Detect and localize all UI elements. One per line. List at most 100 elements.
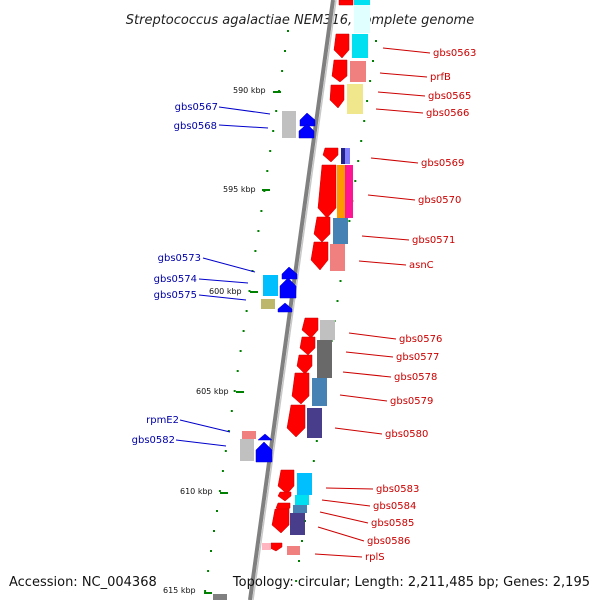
gene-arrow[interactable] (299, 112, 316, 127)
gene-label-gbs0575[interactable]: gbs0575 (154, 290, 197, 301)
scale-label: 610 kbp (180, 487, 213, 496)
gene-label-gbs0578[interactable]: gbs0578 (394, 372, 437, 383)
gene-arrow[interactable] (301, 317, 319, 339)
scale-dot (301, 540, 303, 542)
gene-arrow[interactable] (333, 33, 350, 59)
label-leader (358, 260, 407, 266)
gene-arrow[interactable] (291, 372, 310, 405)
gene-label-gbs0584[interactable]: gbs0584 (373, 501, 416, 512)
gene-label-gbs0571[interactable]: gbs0571 (412, 235, 455, 246)
scale-dot (221, 470, 224, 472)
gene-label-gbs0566[interactable]: gbs0566 (426, 108, 469, 119)
gene-arrow[interactable] (310, 241, 329, 271)
gene-arrow[interactable] (255, 441, 273, 463)
gene-arrow[interactable] (317, 164, 337, 219)
cog-band (293, 505, 307, 513)
gene-arrow[interactable] (313, 216, 331, 243)
gene-arrow[interactable] (277, 491, 292, 502)
label-leader (321, 499, 371, 507)
label-leader (179, 419, 231, 433)
forward-annotation-bands (287, 0, 370, 555)
gene-label-gbs0582[interactable]: gbs0582 (132, 435, 175, 446)
cog-band (330, 244, 345, 271)
reverse-strand-genes (255, 112, 316, 463)
gene-label-prfb[interactable]: prfB (430, 72, 451, 83)
gene-label-gbs0570[interactable]: gbs0570 (418, 195, 461, 206)
gene-label-gbs0565[interactable]: gbs0565 (428, 91, 471, 102)
scale-dot (357, 160, 360, 162)
gene-arrow[interactable] (286, 404, 306, 438)
label-leader (334, 427, 383, 435)
scale-label: 605 kbp (196, 387, 229, 396)
scale-dot (204, 590, 207, 592)
gene-label-gbs0586[interactable]: gbs0586 (367, 536, 410, 547)
scale-dot (284, 50, 286, 52)
scale-dot (287, 30, 289, 32)
cog-band (263, 275, 278, 296)
cog-band (341, 148, 345, 164)
label-leader (345, 351, 394, 358)
gene-label-gbs0574[interactable]: gbs0574 (154, 274, 197, 285)
cog-band (337, 165, 345, 218)
label-leader (317, 526, 365, 542)
gene-arrow[interactable] (277, 469, 295, 495)
cog-band (287, 546, 300, 555)
scale-dot (213, 530, 215, 532)
gene-label-asnc[interactable]: asnC (409, 260, 434, 271)
label-leader (370, 157, 419, 164)
gene-label-gbs0563[interactable]: gbs0563 (433, 48, 476, 59)
gene-arrow[interactable] (338, 0, 354, 6)
gene-label-gbs0567[interactable]: gbs0567 (175, 102, 218, 113)
cog-band (333, 218, 348, 244)
gene-label-gbs0576[interactable]: gbs0576 (399, 334, 442, 345)
gene-arrow[interactable] (271, 508, 290, 534)
gene-arrow[interactable] (296, 354, 313, 375)
scale-dot (266, 170, 269, 172)
label-leader (218, 124, 269, 129)
genome-backbone-shadow (252, 0, 337, 600)
gene-label-gbs0577[interactable]: gbs0577 (396, 352, 439, 363)
gene-label-gbs0585[interactable]: gbs0585 (371, 518, 414, 529)
scale-dot (242, 330, 245, 332)
gene-label-gbs0569[interactable]: gbs0569 (421, 158, 464, 169)
cog-band (242, 431, 256, 439)
cog-band (261, 299, 275, 309)
gene-arrow[interactable] (329, 84, 345, 109)
label-leader (314, 553, 363, 558)
gene-label-gbs0573[interactable]: gbs0573 (158, 253, 201, 264)
label-leader (198, 278, 249, 284)
scale-dot (239, 350, 242, 352)
cog-band (345, 165, 353, 218)
gene-arrow[interactable] (298, 123, 315, 139)
gene-label-gbs0583[interactable]: gbs0583 (376, 484, 419, 495)
gene-label-rpls[interactable]: rplS (365, 552, 385, 563)
gene-arrow[interactable] (331, 59, 348, 83)
gene-arrow[interactable] (257, 433, 273, 441)
cog-band (213, 594, 227, 600)
label-leader (202, 257, 256, 273)
gene-arrow[interactable] (322, 147, 339, 163)
gene-label-rpme2[interactable]: rpmE2 (146, 415, 179, 426)
label-leader (348, 332, 397, 340)
label-leader (198, 294, 247, 301)
scale-dot (348, 220, 351, 222)
scale-dot (254, 250, 257, 252)
gene-label-gbs0579[interactable]: gbs0579 (390, 396, 433, 407)
label-leader (379, 72, 428, 78)
scale-dot (366, 100, 369, 102)
gene-label-gbs0580[interactable]: gbs0580 (385, 429, 428, 440)
scale-dot (218, 490, 221, 492)
scale-dot (281, 70, 284, 72)
scale-dot (375, 40, 377, 42)
cog-band (350, 61, 366, 82)
cog-band (320, 320, 335, 340)
reverse-gene-label-text: gbs0567 gbs0568 gbs0573 gbs0574 gbs0575 … (132, 102, 218, 446)
cog-band (295, 495, 309, 505)
gene-arrow[interactable] (277, 302, 293, 313)
cog-band (354, 0, 370, 5)
gene-arrow[interactable] (281, 266, 298, 280)
gene-label-gbs0568[interactable]: gbs0568 (174, 121, 217, 132)
gene-arrow[interactable] (279, 277, 297, 299)
cog-band (240, 439, 254, 461)
gene-arrow[interactable] (299, 336, 316, 356)
